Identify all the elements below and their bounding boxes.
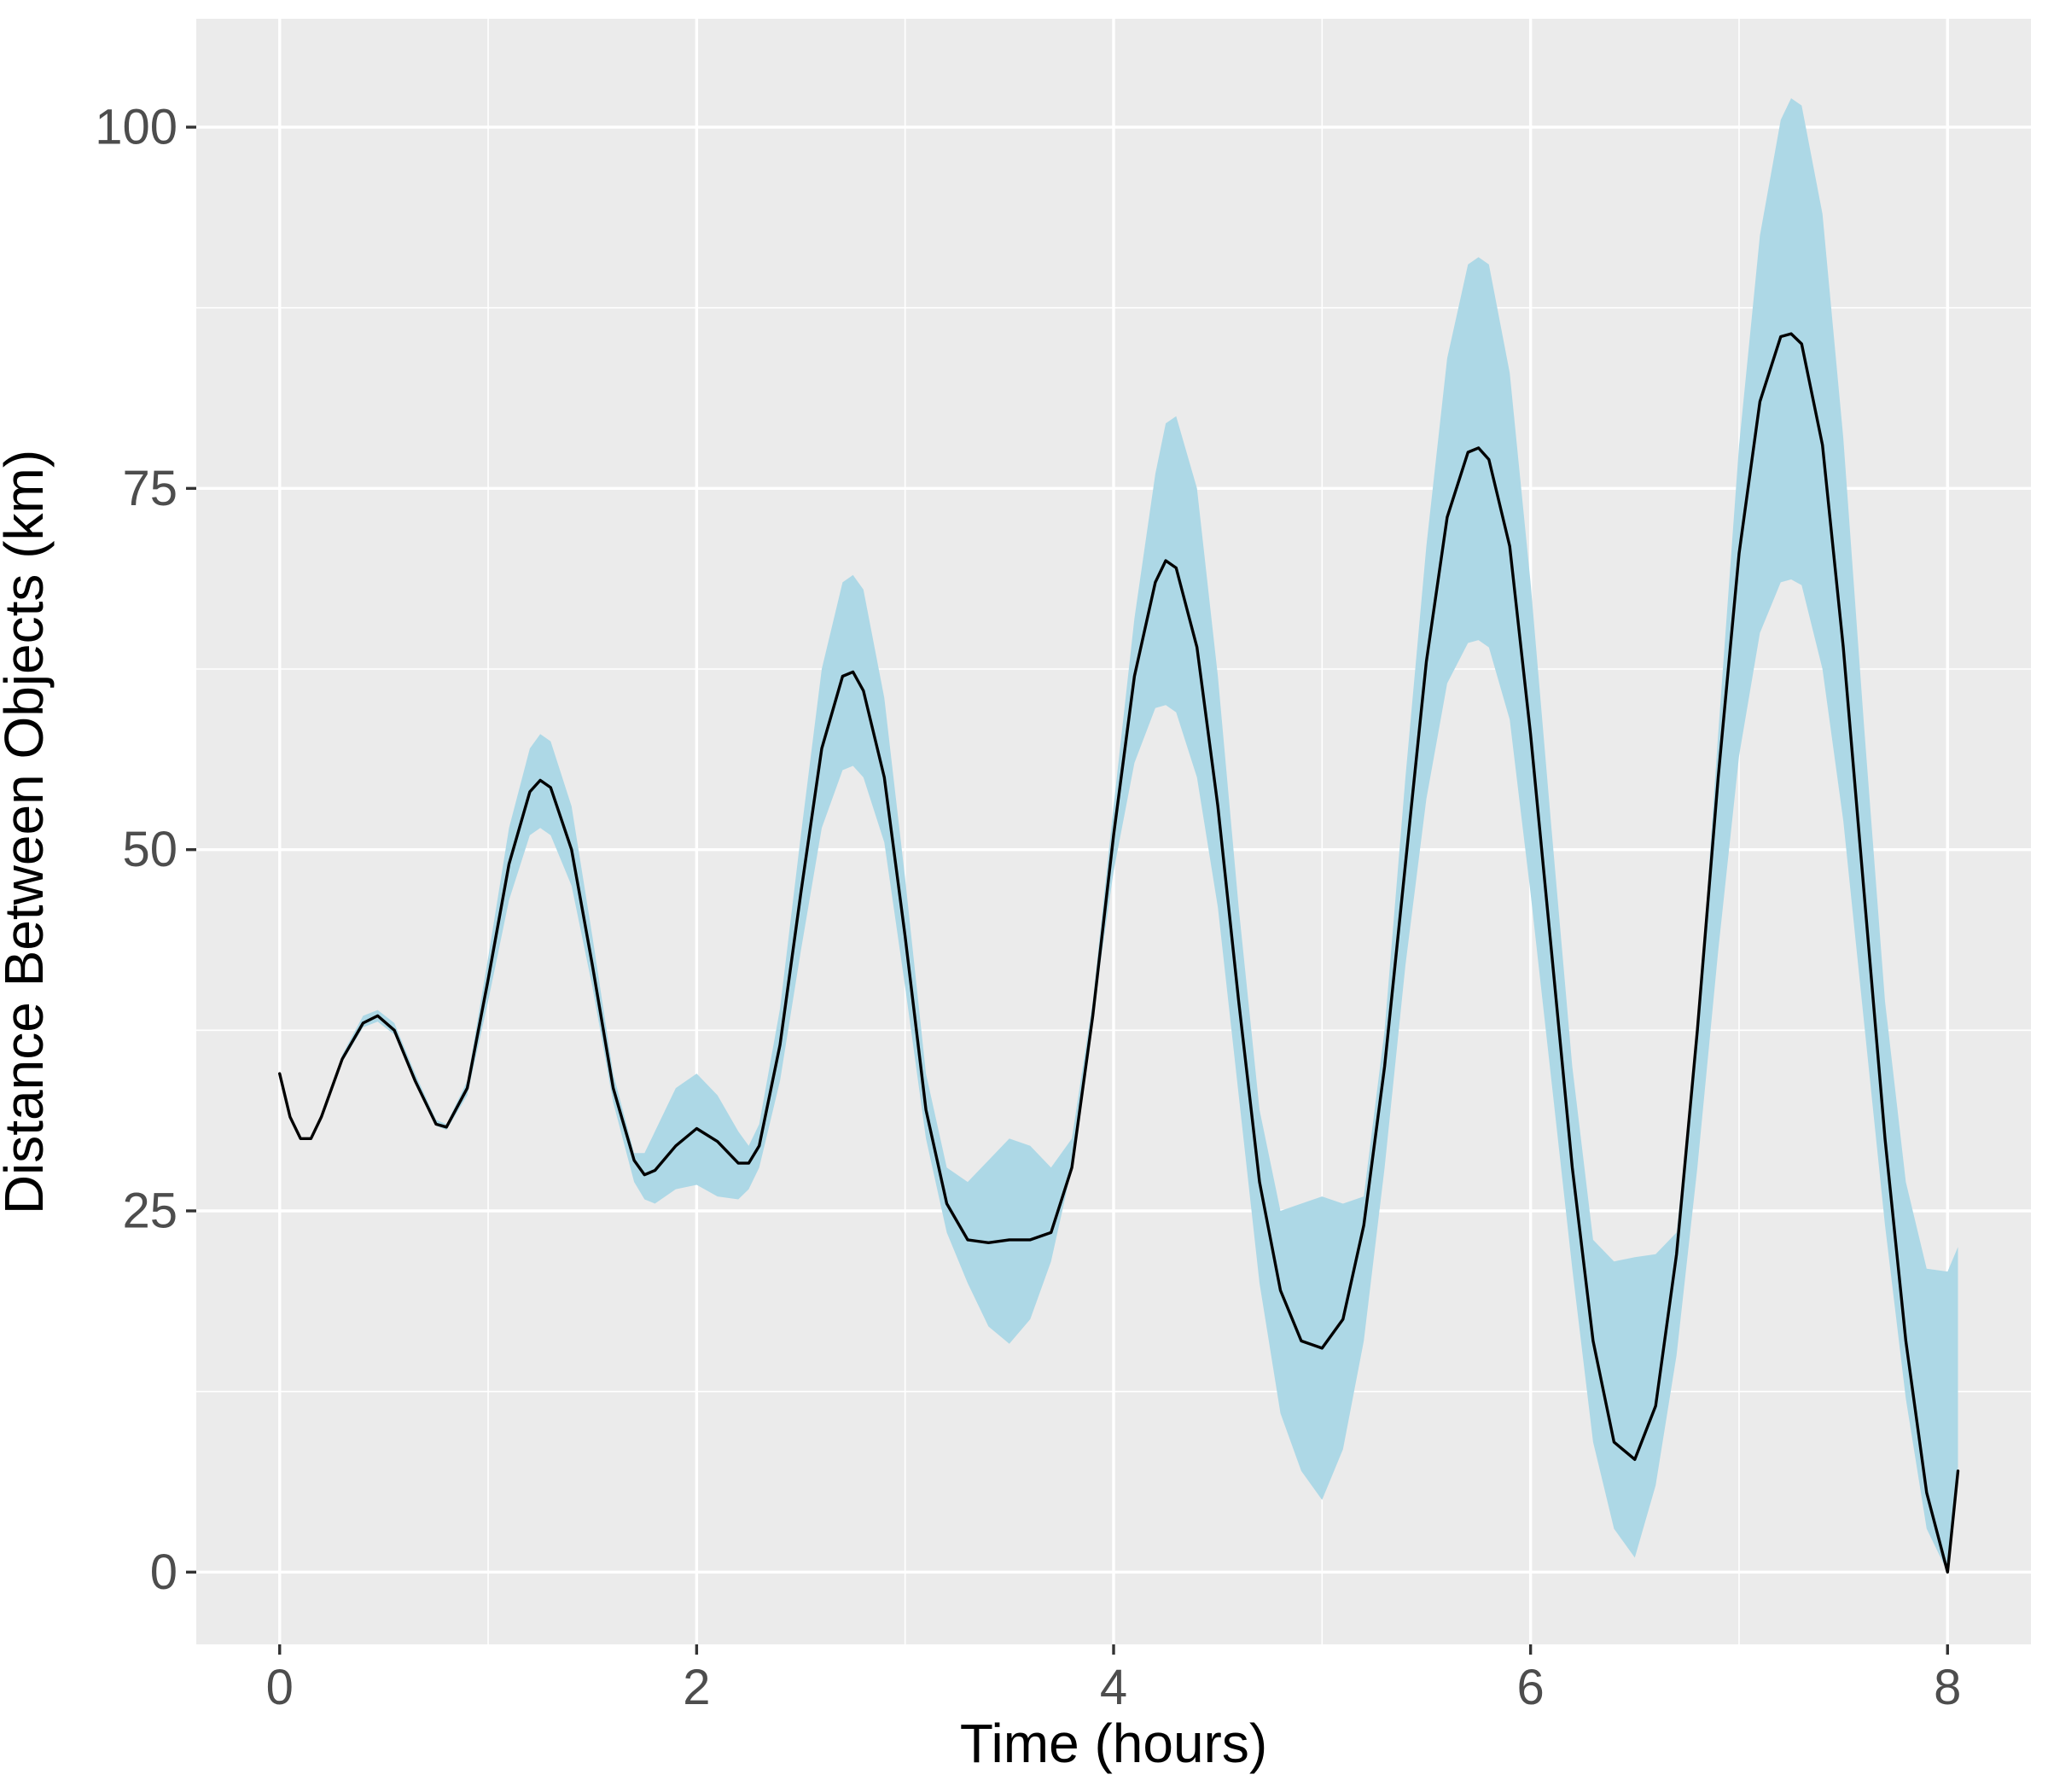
y-tick-label: 25	[122, 1184, 177, 1239]
distance-line-layer	[278, 332, 1960, 1574]
x-tick-label: 6	[1517, 1660, 1545, 1715]
y-tick-label: 75	[122, 461, 177, 516]
y-tick-label: 50	[122, 822, 177, 877]
confidence-ribbon-layer	[279, 98, 1958, 1573]
y-tick-label: 0	[150, 1545, 177, 1600]
distance-line	[278, 332, 1960, 1574]
x-tick-label: 4	[1100, 1660, 1127, 1715]
x-tick-label: 8	[1934, 1660, 1961, 1715]
confidence-ribbon	[279, 98, 1958, 1573]
x-axis-title: Time (hours)	[960, 1713, 1267, 1774]
axes: 0 2 4 6 8 0 25 50 75 100	[95, 100, 1961, 1716]
x-tick-label: 0	[266, 1660, 294, 1715]
x-tick-label: 2	[683, 1660, 710, 1715]
y-tick-label: 100	[95, 100, 177, 155]
y-axis-title: Distance Between Objects (km)	[0, 450, 55, 1214]
